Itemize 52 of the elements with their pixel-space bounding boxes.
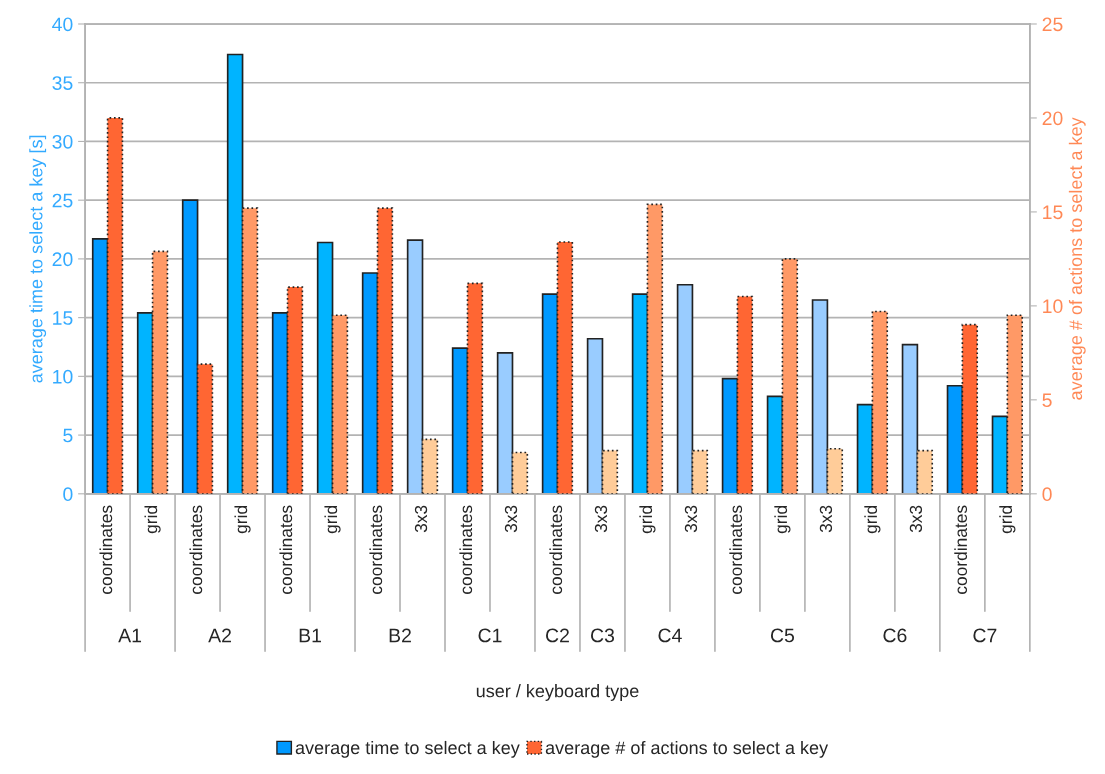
y2-tick-label: 0 (1042, 487, 1052, 502)
x-tick-label: coordinates (549, 505, 563, 594)
x-tick-label: grid (864, 506, 881, 534)
x-tick-label: grid (999, 506, 1016, 534)
y-tick-label: 20 (52, 252, 73, 267)
x-tick-label: coordinates (459, 505, 473, 594)
y-tick-label: 10 (53, 369, 73, 384)
text: A2 (208, 628, 231, 643)
x-tick-label: coordinates (189, 505, 203, 594)
y-tick-label: 35 (52, 76, 73, 90)
x-tick-label: coordinates (279, 505, 293, 594)
y-tick-label: 40 (52, 17, 73, 32)
text: C7 (973, 628, 997, 643)
legend-label: average time to select a key (295, 740, 520, 758)
x-tick-label: coordinates (99, 505, 113, 594)
y2-tick-label: 5 (1042, 393, 1052, 408)
y-axis-title: average time to select a key [s] (29, 135, 47, 383)
x-tick-label: coordinates (729, 505, 743, 594)
x-tick-label: 3x3 (504, 505, 518, 533)
y2-tick-label: 10 (1043, 299, 1063, 314)
y2-axis-title: average # of actions to select a key (1068, 117, 1086, 400)
x-tick-label: coordinates (954, 505, 968, 594)
text: B1 (299, 628, 321, 643)
text: C2 (546, 628, 569, 643)
text: C4 (658, 628, 682, 643)
text: C5 (770, 628, 795, 643)
x-tick-label: 3x3 (684, 505, 698, 533)
y2-tick-label: 15 (1043, 205, 1063, 220)
x-axis-title: user / keyboard type (476, 684, 639, 701)
y-tick-label: 25 (52, 193, 73, 208)
x-tick-label: grid (774, 506, 791, 534)
text: C1 (478, 628, 502, 643)
x-tick-label: grid (144, 506, 161, 534)
y-tick-label: 5 (63, 428, 73, 443)
legend-label: average # of actions to select a key (545, 740, 829, 758)
x-tick-label: 3x3 (594, 505, 608, 533)
x-tick-label: 3x3 (414, 505, 428, 533)
text: A1 (118, 628, 142, 643)
x-tick-label: 3x3 (909, 505, 923, 533)
x-tick-label: grid (324, 506, 341, 534)
y2-tick-label: 25 (1042, 17, 1063, 32)
y-tick-label: 30 (52, 134, 73, 149)
y-tick-label: 0 (63, 487, 73, 502)
y-tick-label: 15 (53, 311, 73, 325)
y2-tick-label: 20 (1042, 111, 1063, 126)
text: C3 (591, 628, 615, 643)
text: B2 (389, 628, 411, 643)
x-tick-label: grid (234, 506, 251, 534)
x-tick-label: grid (639, 506, 656, 534)
x-tick-label: 3x3 (819, 505, 833, 533)
x-tick-label: coordinates (369, 505, 383, 594)
text: C6 (883, 628, 907, 643)
